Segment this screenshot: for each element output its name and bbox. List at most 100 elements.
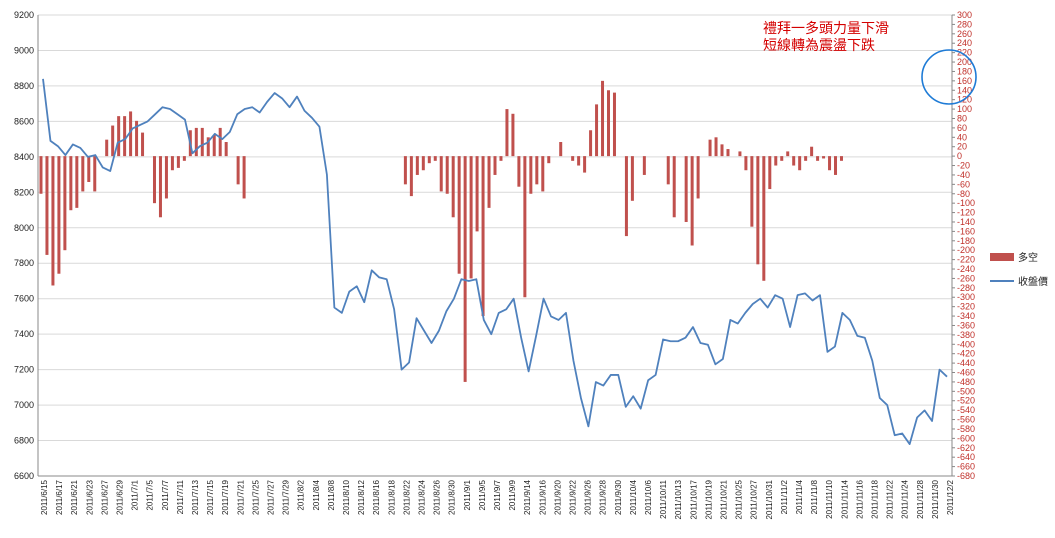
y-right-tick-label: 240 <box>957 38 972 48</box>
bar <box>176 156 180 168</box>
bar <box>194 127 198 157</box>
y-left-tick-label: 7800 <box>14 258 34 268</box>
bar <box>158 156 162 218</box>
bar <box>75 156 79 208</box>
y-right-tick-label: -140 <box>957 217 975 227</box>
y-right-tick-label: -400 <box>957 339 975 349</box>
x-tick-label: 2011/9/28 <box>599 479 608 515</box>
x-tick-label: 2011/9/7 <box>493 479 502 510</box>
bar <box>684 156 688 222</box>
bar <box>81 156 85 192</box>
bar <box>708 139 712 157</box>
y-left-tick-label: 7600 <box>14 294 34 304</box>
bar <box>135 120 139 157</box>
bar <box>403 156 407 185</box>
y-left-tick-label: 9000 <box>14 45 34 55</box>
x-tick-label: 2011/8/18 <box>387 479 396 515</box>
x-tick-label: 2011/9/16 <box>538 479 547 515</box>
y-right-tick-label: -660 <box>957 462 975 472</box>
y-right-tick-label: 280 <box>957 19 972 29</box>
y-right-tick-label: 0 <box>957 151 962 161</box>
x-tick-label: 2011/8/8 <box>327 479 336 510</box>
y-right-tick-label: -520 <box>957 396 975 406</box>
y-right-tick-label: -40 <box>957 170 970 180</box>
y-left-tick-label: 8000 <box>14 223 34 233</box>
legend: 多空 收盤價 <box>990 251 1048 288</box>
x-tick-label: 2011/9/1 <box>463 479 472 510</box>
bar <box>768 156 772 190</box>
x-tick-label: 2011/7/11 <box>176 479 185 514</box>
bar <box>523 156 527 298</box>
bar <box>111 125 115 157</box>
x-tick-label: 2011/10/27 <box>750 479 759 519</box>
x-tick-label: 2011/10/19 <box>704 479 713 519</box>
x-tick-label: 2011/11/30 <box>931 479 940 518</box>
bar <box>810 146 814 157</box>
y-right-tick-label: -580 <box>957 424 975 434</box>
x-tick-label: 2011/7/25 <box>251 479 260 515</box>
bar <box>822 156 826 159</box>
bar <box>164 156 168 199</box>
y-right-tick-label: -80 <box>957 189 970 199</box>
bar <box>45 156 49 255</box>
bar <box>415 156 419 175</box>
y-right-tick-label: 180 <box>957 66 972 76</box>
y-right-tick-label: -260 <box>957 273 975 283</box>
bar <box>571 156 575 161</box>
bar <box>218 127 222 157</box>
x-tick-label: 2011/6/17 <box>55 479 64 515</box>
y-right-tick-label: -60 <box>957 179 970 189</box>
y-left-tick-label: 6800 <box>14 436 34 446</box>
x-tick-label: 2011/10/6 <box>644 479 653 515</box>
y-right-tick-label: -500 <box>957 386 975 396</box>
y-right-tick-label: -180 <box>957 236 975 246</box>
bar <box>541 156 545 192</box>
x-tick-label: 2011/9/5 <box>478 479 487 510</box>
x-tick-label: 2011/11/4 <box>795 479 804 514</box>
x-tick-label: 2011/11/24 <box>901 479 910 518</box>
bar <box>487 156 491 208</box>
bar <box>182 156 186 161</box>
bar <box>624 156 628 237</box>
x-tick-label: 2011/7/15 <box>206 479 215 515</box>
y-left-tick-label: 8600 <box>14 116 34 126</box>
x-tick-label: 2011/7/7 <box>161 479 170 510</box>
x-tick-label: 2011/8/12 <box>357 479 366 515</box>
x-tick-label: 2011/6/29 <box>116 479 125 515</box>
grid <box>38 14 952 477</box>
bar <box>433 156 437 161</box>
bar <box>834 156 838 175</box>
x-tick-label: 2011/7/1 <box>131 479 140 510</box>
bar <box>792 156 796 166</box>
y-right-tick-label: 140 <box>957 85 972 95</box>
annotation-highlight-circle <box>921 49 977 105</box>
y-right-tick-label: 100 <box>957 104 972 114</box>
bar <box>589 130 593 157</box>
y-right-tick-label: -20 <box>957 161 970 171</box>
x-tick-label: 2011/7/27 <box>267 479 276 515</box>
bar <box>463 156 467 382</box>
bar <box>762 156 766 281</box>
bar <box>39 156 43 194</box>
bar <box>583 156 587 173</box>
x-tick-label: 2011/9/9 <box>508 479 517 510</box>
y-left-tick-label: 9200 <box>14 10 34 20</box>
bar <box>505 109 509 157</box>
x-tick-label: 2011/11/28 <box>916 479 925 518</box>
y-right-tick-label: 40 <box>957 132 967 142</box>
bar <box>212 134 216 157</box>
y-right-tick-label: 60 <box>957 123 967 133</box>
y-right-tick-label: -240 <box>957 264 975 274</box>
bar <box>577 156 581 166</box>
x-tick-label: 2011/6/23 <box>85 479 94 515</box>
y-right-tick-label: -220 <box>957 255 975 265</box>
x-tick-label: 2011/6/27 <box>100 479 109 515</box>
bar <box>607 90 611 157</box>
y-right-tick-label: -540 <box>957 405 975 415</box>
bar <box>816 156 820 161</box>
bar <box>439 156 443 192</box>
y-left-tick-label: 8200 <box>14 187 34 197</box>
bar <box>141 132 145 157</box>
bar <box>93 156 97 192</box>
